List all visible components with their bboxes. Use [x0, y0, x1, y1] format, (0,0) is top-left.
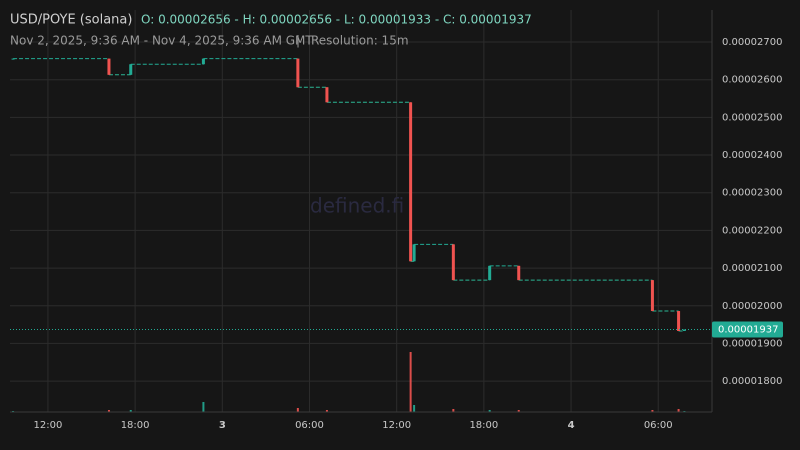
volume-bar — [651, 410, 654, 412]
volume-bar — [413, 405, 416, 412]
volume-bar — [129, 410, 132, 412]
x-tick-label: 12:00 — [34, 420, 63, 431]
candle-body — [682, 329, 686, 331]
volume-bar — [107, 410, 110, 412]
candle-body — [650, 280, 654, 312]
chart-title: USD/POYE (solana) — [10, 13, 132, 28]
y-tick-label: 0.00001800 — [722, 376, 782, 387]
candle-body — [201, 58, 205, 65]
last-price-label: 0.00001937 — [718, 324, 778, 335]
x-tick-label: 18:00 — [121, 420, 150, 431]
candle-body — [107, 58, 111, 75]
x-tick-label: 18:00 — [469, 420, 498, 431]
volume-bar — [517, 410, 520, 412]
candle-body — [488, 265, 492, 281]
candle-body — [325, 87, 329, 103]
candle-body — [11, 58, 15, 60]
y-tick-label: 0.00002200 — [722, 225, 782, 236]
volume-bar — [296, 408, 299, 412]
x-tick-label: 12:00 — [382, 420, 411, 431]
candle-body — [412, 244, 416, 262]
y-tick-label: 0.00002600 — [722, 75, 782, 86]
volume-bar — [409, 352, 412, 412]
y-tick-label: 0.00002500 — [722, 112, 782, 123]
x-tick-label: 3 — [219, 420, 226, 431]
volume-bar — [325, 410, 328, 412]
plot — [10, 58, 712, 412]
y-tick-label: 0.00002000 — [722, 301, 782, 312]
y-tick-label: 0.00002300 — [722, 188, 782, 199]
y-tick-label: 0.00002700 — [722, 37, 782, 48]
y-tick-label: 0.00002400 — [722, 150, 782, 161]
volume-bar — [452, 409, 455, 412]
resolution: Resolution: 15m — [311, 34, 409, 48]
date-range: Nov 2, 2025, 9:36 AM - Nov 4, 2025, 9:36… — [10, 34, 313, 48]
ohlc-text: O: 0.00002656 - H: 0.00002656 - L: 0.000… — [141, 13, 532, 27]
last-price-box — [712, 321, 783, 338]
volume-bar — [488, 410, 491, 412]
grid — [10, 10, 712, 412]
x-tick-label: 4 — [568, 420, 575, 431]
candle-body — [451, 244, 455, 281]
candle-body — [677, 311, 681, 331]
x-tick-label: 06:00 — [295, 420, 324, 431]
volume-bar — [202, 402, 205, 412]
watermark: defined.fi — [310, 194, 404, 218]
volume-bar — [677, 409, 680, 412]
y-tick-label: 0.00001900 — [722, 338, 782, 349]
candle-body — [409, 102, 413, 262]
candle-body — [129, 64, 133, 75]
y-tick-label: 0.00002100 — [722, 263, 782, 274]
candle-body — [517, 265, 521, 281]
separator: | — [296, 34, 300, 48]
x-tick-label: 06:00 — [644, 420, 673, 431]
candle-body — [296, 58, 300, 88]
